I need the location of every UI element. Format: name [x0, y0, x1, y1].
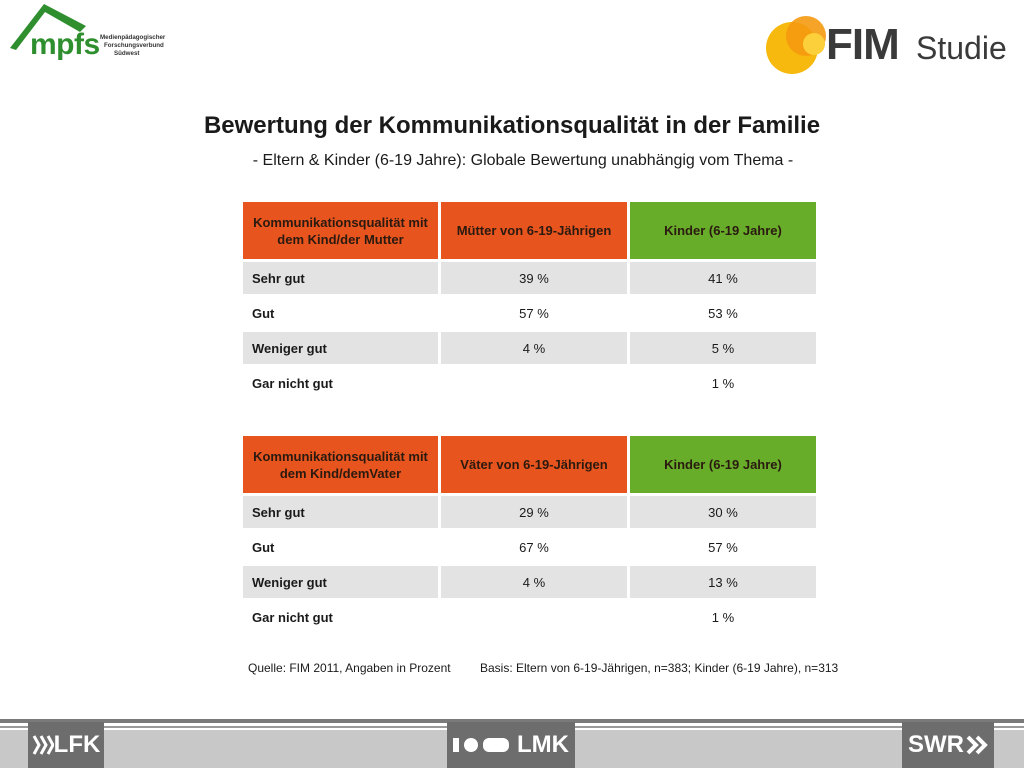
- parents-value: 4 %: [441, 332, 627, 364]
- fim-logo-word: FIM: [826, 20, 900, 69]
- parents-value: 57 %: [519, 305, 549, 321]
- children-value: 57 %: [708, 539, 738, 555]
- lmk-logo-text: LMK: [517, 731, 569, 758]
- parents-value: [441, 601, 627, 633]
- children-value: 1 %: [711, 375, 735, 391]
- fathers-table: Kommunikationsqualität mit dem Kind/demV…: [240, 433, 819, 636]
- mpfs-logo: mpfs Medienpädagogischer Forschungsverbu…: [8, 2, 168, 62]
- table-row: Sehr gut 29 % 30 %: [243, 496, 816, 528]
- row-label: Sehr gut: [243, 496, 438, 528]
- table-row: Gut 67 % 57 %: [243, 531, 816, 563]
- swr-logo: SWR: [902, 722, 994, 768]
- children-value: 53 %: [708, 305, 738, 321]
- row-label: Sehr gut: [243, 262, 438, 294]
- fim-studie-logo: FIM Studie: [762, 12, 1012, 74]
- row-label: Gar nicht gut: [252, 375, 333, 391]
- table-row: Sehr gut 39 % 41 %: [243, 262, 816, 294]
- lfk-bars-icon: [32, 735, 54, 755]
- parents-value: [441, 367, 627, 399]
- header-parents: Väter von 6-19-Jährigen: [441, 436, 627, 493]
- table-row: Gut 57 % 53 %: [243, 297, 816, 329]
- mpfs-roof-icon: [10, 4, 86, 50]
- table-header-row: Kommunikationsqualität mit dem Kind/demV…: [243, 436, 816, 493]
- parents-value: 67 %: [519, 539, 549, 555]
- row-label: Gut: [252, 539, 275, 555]
- lfk-logo: LFK: [28, 722, 104, 768]
- table-row: Weniger gut 4 % 13 %: [243, 566, 816, 598]
- studie-logo-word: Studie: [916, 30, 1007, 66]
- footer-divider: [0, 719, 1024, 723]
- lmk-shapes-icon: [453, 738, 509, 752]
- parents-value: 4 %: [441, 566, 627, 598]
- header-children: Kinder (6-19 Jahre): [630, 202, 816, 259]
- basis-note: Basis: Eltern von 6-19-Jährigen, n=383; …: [480, 661, 839, 675]
- lmk-logo: LMK: [447, 722, 575, 768]
- table-row: Gar nicht gut 1 %: [243, 601, 816, 633]
- swr-logo-text: SWR: [908, 731, 964, 758]
- table-row: Weniger gut 4 % 5 %: [243, 332, 816, 364]
- page-subtitle: - Eltern & Kinder (6-19 Jahre): Globale …: [252, 152, 794, 169]
- header-children: Kinder (6-19 Jahre): [630, 436, 816, 493]
- lfk-logo-text: LFK: [53, 731, 101, 758]
- children-value: 30 %: [630, 496, 816, 528]
- source-note: Quelle: FIM 2011, Angaben in Prozent: [248, 661, 451, 675]
- parents-value: 29 %: [441, 496, 627, 528]
- header-parents: Mütter von 6-19-Jährigen: [441, 202, 627, 259]
- row-label: Gar nicht gut: [252, 609, 333, 625]
- children-value: 5 %: [630, 332, 816, 364]
- table-row: Gar nicht gut 1 %: [243, 367, 816, 399]
- swr-arrows-icon: [966, 735, 988, 755]
- children-value: 13 %: [630, 566, 816, 598]
- mpfs-logo-word: mpfs: [30, 28, 100, 61]
- page-title: Bewertung der Kommunikationsqualität in …: [203, 112, 821, 139]
- children-value: 41 %: [630, 262, 816, 294]
- row-label: Weniger gut: [243, 332, 438, 364]
- row-label: Weniger gut: [243, 566, 438, 598]
- table-header-row: Kommunikationsqualität mit dem Kind/der …: [243, 202, 816, 259]
- parents-value: 39 %: [441, 262, 627, 294]
- fim-circles-icon: [766, 16, 826, 74]
- row-label: Gut: [252, 305, 275, 321]
- mpfs-logo-subtitle: Medienpädagogischer Forschungsverbund Sü…: [100, 34, 166, 57]
- header-quality: Kommunikationsqualität mit dem Kind/der …: [243, 202, 438, 259]
- children-value: 1 %: [711, 609, 735, 625]
- mothers-table: Kommunikationsqualität mit dem Kind/der …: [240, 199, 819, 402]
- header-quality: Kommunikationsqualität mit dem Kind/demV…: [243, 436, 438, 493]
